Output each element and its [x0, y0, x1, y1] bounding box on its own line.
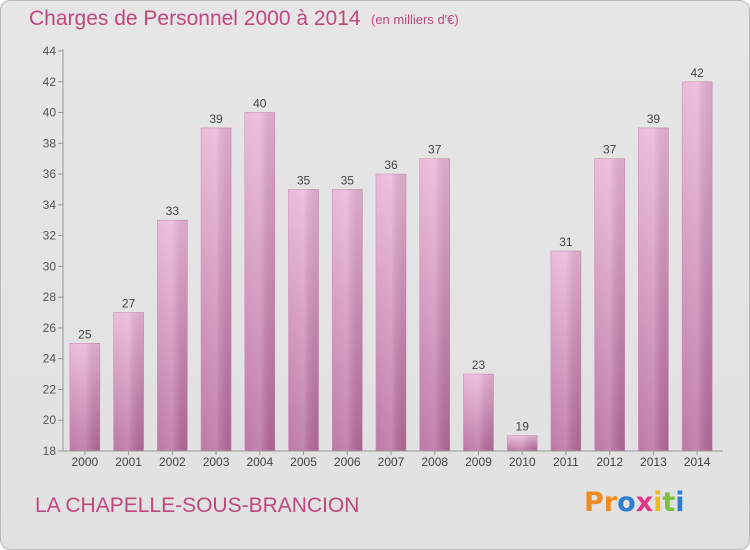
y-tick-label: 22 — [43, 382, 57, 396]
bar-value-label: 40 — [253, 97, 267, 111]
bar-group: 39 — [638, 112, 669, 452]
y-tick-label: 32 — [43, 229, 57, 243]
x-tick-label: 2011 — [553, 455, 579, 469]
bar-shine — [550, 251, 581, 451]
y-tick-label: 26 — [43, 321, 57, 335]
bar-series: 25 27 33 39 40 35 35 36 37 23 19 31 37 39 42 — [69, 66, 713, 452]
logo-letter: x — [635, 487, 654, 518]
bar-shine — [332, 189, 363, 451]
x-tick-label: 2014 — [684, 455, 711, 469]
logo-letter: P — [584, 487, 604, 518]
bar-shine — [682, 81, 713, 452]
bar-shine — [69, 343, 100, 451]
bar-shine — [376, 174, 406, 452]
bar-shine — [244, 112, 275, 452]
chart-unit: (en milliers d'€) — [371, 12, 459, 27]
bar-value-label: 23 — [472, 358, 486, 372]
bar-shine — [594, 158, 625, 451]
chart-title: Charges de Personnel 2000 à 2014 — [29, 7, 361, 30]
bar-value-label: 35 — [341, 173, 355, 187]
bar-group: 35 — [331, 173, 363, 452]
bar-shine — [419, 158, 450, 451]
bar-group: 33 — [157, 204, 188, 452]
bar-value-label: 37 — [428, 143, 442, 157]
y-tick-label: 18 — [43, 444, 57, 458]
bar-value-label: 39 — [209, 112, 223, 126]
bar-group: 40 — [244, 97, 276, 452]
proxiti-logo[interactable]: Proxiti — [584, 487, 685, 518]
bar-value-label: 25 — [78, 327, 92, 341]
commune-name: LA CHAPELLE-SOUS-BRANCION — [35, 494, 360, 517]
y-tick-label: 24 — [43, 352, 57, 366]
y-tick-label: 36 — [43, 167, 57, 181]
logo-letter: r — [603, 487, 618, 518]
y-tick-label: 20 — [43, 413, 57, 427]
bar-group: 42 — [681, 66, 713, 452]
logo-letter: o — [617, 487, 636, 518]
y-axis: 18 20 22 24 26 28 30 32 34 36 38 40 42 44 — [43, 44, 64, 458]
bar-group: 19 — [506, 420, 538, 452]
bar-group: 25 — [69, 327, 101, 452]
y-tick-label: 28 — [43, 290, 57, 304]
logo-letter: t — [662, 487, 676, 518]
bar-group: 27 — [113, 297, 144, 452]
x-tick-label: 2010 — [509, 455, 536, 469]
bar-group: 35 — [288, 173, 319, 452]
y-tick-label: 38 — [43, 136, 57, 150]
x-tick-label: 2013 — [640, 455, 667, 469]
x-tick-label: 2009 — [465, 455, 492, 469]
y-tick-label: 44 — [43, 44, 57, 58]
x-axis: 2000 2001 2002 2003 2004 2005 2006 2007 2008 2009… — [63, 450, 723, 469]
bar-group: 23 — [463, 358, 494, 452]
bar-value-label: 39 — [647, 112, 661, 126]
bar-value-label: 35 — [297, 173, 311, 187]
bar-value-label: 36 — [384, 158, 398, 172]
x-tick-label: 2005 — [290, 455, 317, 469]
bar-shine — [157, 220, 188, 451]
y-tick-label: 40 — [43, 106, 57, 120]
bar-group: 37 — [594, 143, 625, 452]
x-tick-label: 2001 — [115, 455, 142, 469]
bar-shine — [201, 127, 232, 451]
y-tick-label: 42 — [43, 75, 57, 89]
x-tick-label: 2000 — [72, 455, 99, 469]
bar-shine — [638, 127, 669, 451]
bar-group: 39 — [200, 112, 232, 452]
bar-group: 37 — [419, 143, 451, 452]
x-tick-label: 2002 — [159, 455, 186, 469]
bar-shine — [463, 374, 494, 451]
bar-group: 31 — [550, 235, 582, 452]
bar-value-label: 37 — [603, 143, 617, 157]
bar-value-label: 31 — [559, 235, 573, 249]
y-tick-label: 34 — [43, 198, 57, 212]
x-tick-label: 2004 — [246, 455, 273, 469]
bar-value-label: 33 — [166, 204, 180, 218]
bar-shine — [288, 189, 319, 451]
logo-letter: i — [675, 487, 685, 518]
bar-value-label: 19 — [516, 420, 530, 434]
x-tick-label: 2008 — [421, 455, 448, 469]
y-tick-label: 30 — [43, 259, 57, 273]
bar-shine — [113, 312, 144, 451]
x-tick-label: 2003 — [203, 455, 230, 469]
x-tick-label: 2007 — [378, 455, 405, 469]
logo-letter: i — [653, 487, 663, 518]
bar-shine — [507, 435, 538, 451]
bar-value-label: 42 — [690, 66, 704, 80]
bar-value-label: 27 — [122, 297, 136, 311]
x-tick-label: 2006 — [334, 455, 361, 469]
x-tick-label: 2012 — [596, 455, 623, 469]
bar-group: 36 — [375, 158, 407, 452]
